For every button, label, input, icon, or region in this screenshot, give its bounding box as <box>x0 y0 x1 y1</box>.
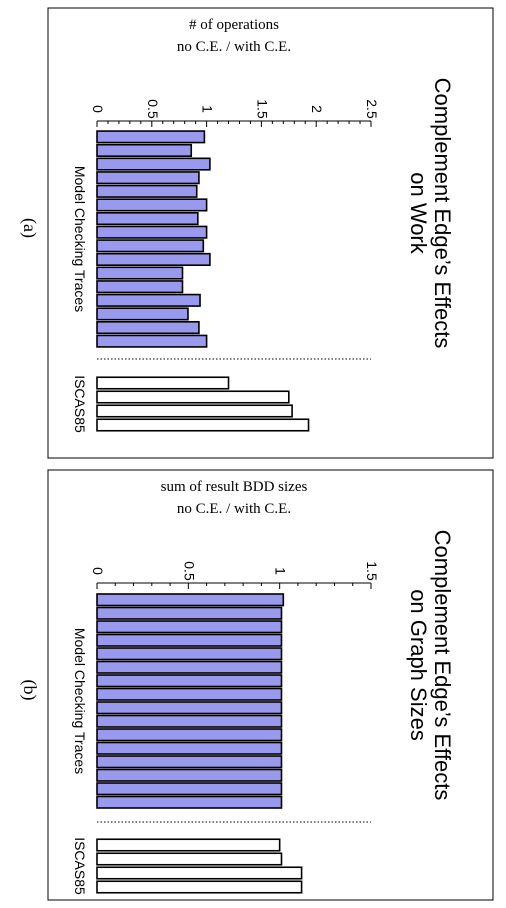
panel-frame <box>47 469 494 901</box>
tick-label: 1.5 <box>364 561 380 581</box>
bar <box>96 171 200 185</box>
bar <box>96 606 283 620</box>
bar <box>96 838 281 852</box>
tick-label: 0 <box>90 567 106 575</box>
tick-label: 2.5 <box>364 99 380 119</box>
tick-label: 1 <box>273 567 289 575</box>
bar <box>96 321 200 335</box>
y-axis-label: sum of result BDD sizes <box>161 479 308 495</box>
chart-title: Complement Edge’s Effects <box>430 78 455 349</box>
bar <box>96 633 283 647</box>
bar <box>96 184 198 198</box>
bar <box>96 701 283 715</box>
tick-label: 0 <box>90 105 106 113</box>
bar <box>96 225 208 239</box>
panel-frame <box>47 7 494 459</box>
y-axis-label: no C.E. / with C.E. <box>177 39 291 55</box>
bar <box>96 687 283 701</box>
bar <box>96 212 199 226</box>
bar <box>96 130 206 144</box>
bar <box>96 266 184 280</box>
bar <box>96 647 283 661</box>
bar <box>96 660 283 674</box>
bar <box>96 404 293 418</box>
bar <box>96 795 283 809</box>
bar <box>96 293 201 307</box>
chart-title: on Work <box>406 172 431 255</box>
tick-label: 1 <box>200 105 216 113</box>
bar <box>96 593 285 607</box>
bar <box>96 157 211 171</box>
bar <box>96 418 310 432</box>
bar <box>96 376 230 390</box>
bar <box>96 728 283 742</box>
tick-label: 1.5 <box>254 99 270 119</box>
bar <box>96 782 283 796</box>
bar <box>96 390 290 404</box>
bar <box>96 866 303 880</box>
group-label: Model Checking Traces <box>72 166 88 312</box>
bar <box>96 674 283 688</box>
group-label: Model Checking Traces <box>72 628 88 774</box>
panel-label: (b) <box>19 680 40 701</box>
bar <box>96 252 211 266</box>
bar <box>96 880 303 894</box>
group-label: ISCAS85 <box>72 375 88 433</box>
bar <box>96 143 193 157</box>
bar <box>96 741 283 755</box>
bar <box>96 768 283 782</box>
tick-label: 0.5 <box>145 99 161 119</box>
panel-label: (a) <box>19 218 40 238</box>
tick-label: 2 <box>309 105 325 113</box>
chart-title: on Graph Sizes <box>406 589 431 741</box>
bar <box>96 307 189 321</box>
chart-title: Complement Edge’s Effects <box>430 530 455 801</box>
bar <box>96 714 283 728</box>
bar <box>96 852 283 866</box>
y-axis-label: # of operations <box>189 17 279 33</box>
bar <box>96 198 208 212</box>
bar <box>96 620 283 634</box>
bar <box>96 280 184 294</box>
bar <box>96 755 283 769</box>
bar <box>96 239 205 253</box>
y-axis-label: no C.E. / with C.E. <box>177 501 291 517</box>
tick-label: 0.5 <box>181 561 197 581</box>
bar <box>96 334 208 348</box>
group-label: ISCAS85 <box>72 837 88 895</box>
